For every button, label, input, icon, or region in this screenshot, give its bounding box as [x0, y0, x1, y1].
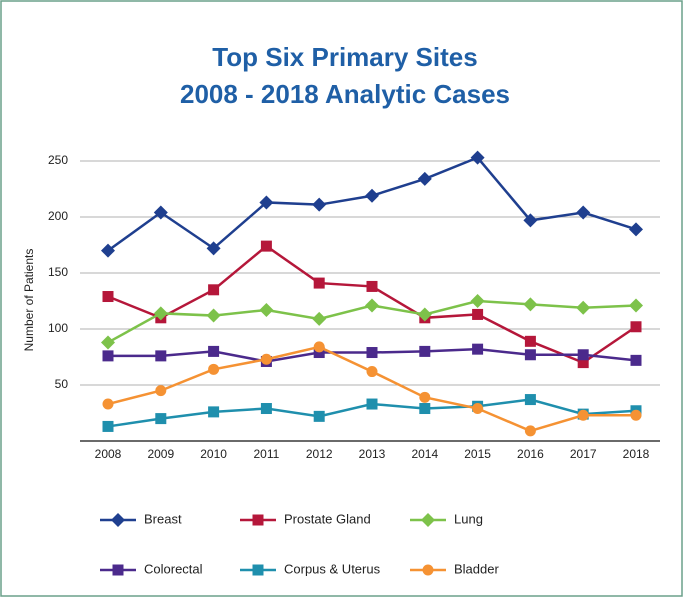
marker: [629, 222, 643, 237]
marker: [366, 398, 378, 410]
x-tick-label: 2011: [253, 447, 279, 461]
marker: [366, 347, 378, 359]
marker: [259, 195, 274, 210]
marker: [524, 394, 536, 406]
marker: [524, 335, 536, 347]
marker: [208, 363, 220, 375]
marker: [260, 403, 272, 415]
marker: [524, 349, 536, 361]
marker: [206, 308, 221, 323]
x-tick-label: 2010: [200, 447, 227, 461]
marker: [313, 410, 325, 422]
chart-title: 2008 - 2018 Analytic Cases: [180, 79, 510, 109]
marker: [421, 513, 435, 527]
marker: [417, 307, 432, 322]
marker: [260, 353, 272, 365]
marker: [101, 243, 115, 258]
marker: [155, 350, 167, 362]
marker: [155, 413, 167, 425]
legend-label: Bladder: [454, 561, 499, 576]
y-tick-label: 150: [48, 265, 68, 279]
marker: [112, 564, 124, 576]
marker: [576, 205, 591, 220]
marker: [153, 205, 168, 220]
y-tick-label: 50: [55, 377, 69, 391]
marker: [313, 347, 325, 359]
marker: [102, 420, 114, 432]
marker: [102, 350, 114, 362]
marker: [313, 277, 325, 289]
marker: [260, 240, 272, 252]
chart-title: Top Six Primary Sites: [212, 42, 477, 72]
marker: [206, 241, 221, 256]
marker: [629, 298, 643, 313]
x-tick-label: 2012: [306, 447, 333, 461]
marker: [365, 188, 379, 203]
legend-label: Prostate Gland: [284, 511, 371, 526]
marker: [312, 197, 327, 212]
marker: [577, 357, 589, 369]
marker: [524, 425, 536, 437]
marker: [419, 391, 431, 403]
marker: [365, 298, 379, 313]
marker: [155, 385, 167, 397]
marker: [208, 345, 220, 357]
marker: [523, 213, 538, 228]
marker: [259, 302, 274, 317]
marker: [252, 564, 264, 576]
marker: [422, 564, 434, 576]
x-tick-label: 2018: [623, 447, 650, 461]
marker: [102, 291, 114, 303]
marker: [208, 284, 220, 296]
x-tick-label: 2008: [95, 447, 122, 461]
y-tick-label: 200: [48, 209, 68, 223]
marker: [472, 343, 484, 355]
x-tick-label: 2009: [147, 447, 174, 461]
marker: [312, 311, 327, 326]
marker: [366, 366, 378, 378]
y-axis-label: Number of Patients: [22, 249, 36, 352]
marker: [472, 308, 484, 320]
x-tick-label: 2014: [411, 447, 438, 461]
marker: [111, 513, 125, 527]
marker: [101, 335, 115, 350]
marker: [419, 403, 431, 415]
y-tick-label: 250: [48, 153, 68, 167]
x-tick-label: 2015: [464, 447, 491, 461]
marker: [208, 406, 220, 418]
marker: [577, 349, 589, 361]
y-tick-label: 100: [48, 321, 68, 335]
marker: [252, 514, 264, 526]
x-tick-label: 2016: [517, 447, 544, 461]
marker: [470, 294, 485, 308]
legend-label: Corpus & Uterus: [284, 561, 381, 576]
x-tick-label: 2013: [359, 447, 386, 461]
marker: [472, 403, 484, 415]
marker: [630, 321, 642, 333]
legend-label: Breast: [144, 511, 182, 526]
marker: [470, 150, 485, 165]
marker: [417, 171, 432, 186]
legend-label: Colorectal: [144, 561, 203, 576]
marker: [313, 341, 325, 353]
x-tick-label: 2017: [570, 447, 597, 461]
marker: [577, 409, 589, 421]
marker: [102, 398, 114, 410]
marker: [366, 280, 378, 292]
marker: [153, 306, 168, 321]
marker: [523, 297, 538, 312]
marker: [419, 345, 431, 357]
marker: [576, 300, 591, 315]
legend-label: Lung: [454, 511, 483, 526]
marker: [630, 409, 642, 421]
marker: [630, 354, 642, 366]
